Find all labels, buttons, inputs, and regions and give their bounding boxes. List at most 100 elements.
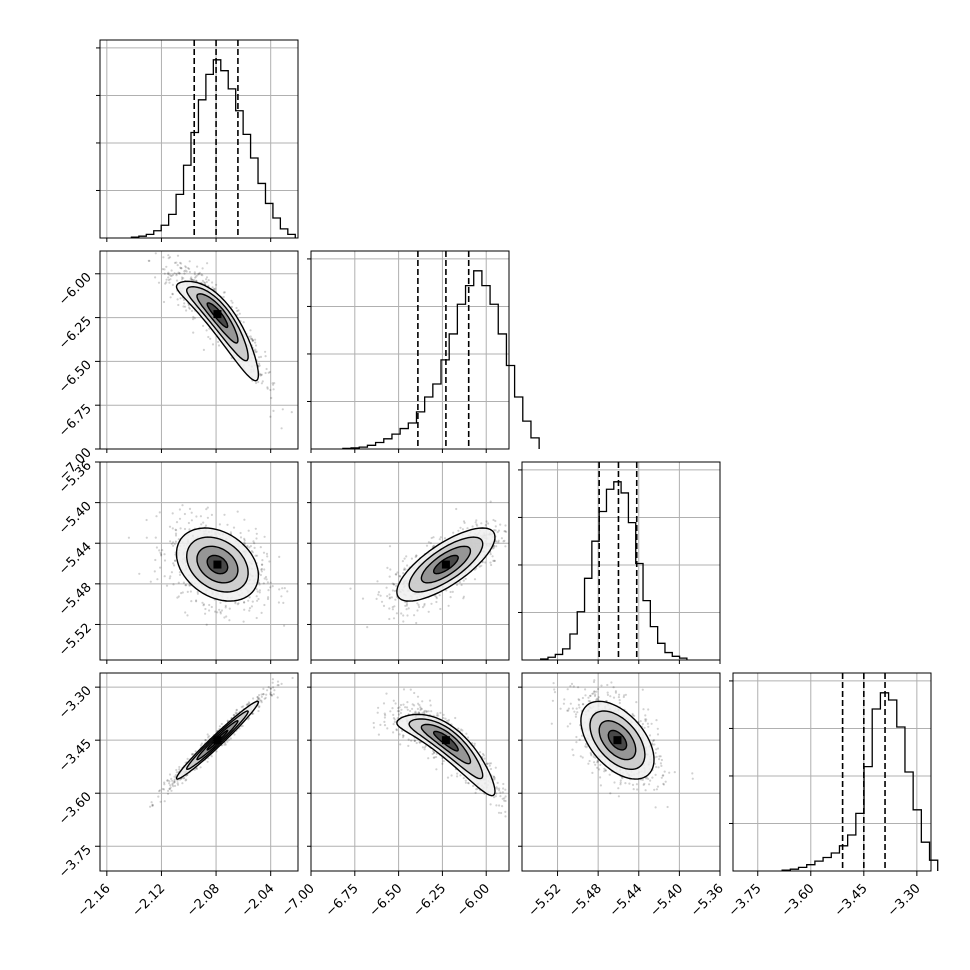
sample-point	[246, 703, 249, 706]
sample-point	[439, 711, 442, 715]
sample-point	[253, 542, 256, 545]
sample-point	[393, 605, 396, 608]
sample-point	[187, 521, 190, 525]
sample-point	[184, 584, 187, 587]
sample-point	[162, 300, 166, 304]
sample-point	[176, 264, 179, 267]
sample-point	[170, 789, 173, 792]
sample-point	[498, 804, 501, 807]
sample-point	[383, 720, 386, 724]
sample-point	[203, 281, 206, 284]
sample-point	[386, 595, 389, 598]
sample-point	[260, 568, 263, 571]
sample-point	[650, 722, 653, 725]
sample-point	[562, 702, 566, 705]
sample-point	[193, 271, 196, 274]
sample-point	[577, 703, 581, 707]
sample-point	[480, 564, 483, 567]
sample-point	[193, 273, 196, 276]
sample-point	[265, 552, 269, 556]
sample-point	[196, 590, 199, 594]
sample-point	[283, 624, 286, 627]
sample-point	[421, 746, 424, 749]
sample-point	[504, 545, 507, 548]
sample-point	[406, 564, 409, 567]
sample-point	[393, 589, 396, 593]
sample-point	[494, 529, 497, 532]
sample-point	[252, 697, 255, 700]
sample-point	[188, 267, 191, 270]
sample-point	[489, 553, 492, 556]
sample-point	[179, 527, 182, 530]
sample-point	[278, 555, 281, 559]
sample-point	[154, 536, 157, 539]
sample-point	[658, 758, 661, 761]
sample-point	[175, 768, 178, 772]
sample-point	[385, 586, 388, 589]
sample-point	[161, 549, 164, 552]
sample-point	[236, 309, 239, 313]
sample-point	[389, 568, 392, 571]
sample-point	[147, 259, 150, 262]
sample-point	[423, 602, 426, 606]
sample-point	[404, 706, 407, 709]
sample-point	[458, 581, 462, 584]
sample-point	[648, 783, 651, 786]
sample-point	[413, 704, 416, 707]
sample-point	[257, 709, 260, 713]
sample-point	[493, 559, 496, 563]
sample-point	[415, 554, 418, 557]
sample-point	[262, 687, 265, 691]
sample-point	[173, 543, 176, 546]
sample-point	[266, 597, 270, 601]
sample-point	[188, 528, 191, 531]
sample-point	[282, 601, 285, 605]
sample-point	[278, 588, 281, 591]
sample-point	[226, 523, 229, 526]
sample-point	[158, 790, 161, 793]
sample-point	[195, 599, 198, 602]
sample-point	[400, 708, 403, 711]
sample-point	[501, 805, 504, 808]
sample-point	[438, 594, 441, 597]
sample-point	[254, 527, 257, 530]
sample-point	[272, 409, 275, 412]
sample-point	[423, 604, 426, 607]
sample-point	[251, 551, 254, 554]
sample-point	[444, 717, 447, 720]
sample-point	[372, 721, 375, 725]
sample-point	[201, 267, 204, 270]
sample-point	[255, 350, 258, 353]
sample-point	[382, 604, 386, 608]
sample-point	[259, 573, 262, 577]
sample-point	[235, 708, 238, 711]
sample-point	[383, 724, 387, 727]
sample-point	[196, 592, 199, 595]
sample-point	[271, 382, 274, 385]
sample-point	[178, 508, 181, 511]
sample-point	[207, 335, 210, 339]
sample-point	[450, 774, 453, 777]
sample-point	[184, 266, 188, 269]
sample-point	[482, 754, 485, 757]
sample-point	[471, 525, 474, 528]
sample-point	[195, 767, 199, 771]
sample-point	[188, 260, 191, 263]
sample-point	[127, 536, 130, 539]
sample-point	[192, 318, 195, 321]
sample-point	[454, 716, 457, 720]
sample-point	[389, 710, 392, 713]
sample-point	[177, 538, 180, 541]
sample-point	[423, 746, 426, 749]
sample-point	[652, 739, 656, 742]
sample-point	[263, 535, 266, 538]
sample-point	[189, 590, 192, 593]
sample-point	[411, 707, 414, 711]
sample-point	[168, 525, 172, 528]
sample-point	[153, 570, 156, 573]
sample-point	[181, 504, 184, 507]
sample-point	[499, 523, 502, 526]
sample-point	[276, 684, 279, 687]
sample-point	[271, 681, 274, 684]
sample-point	[438, 538, 441, 541]
